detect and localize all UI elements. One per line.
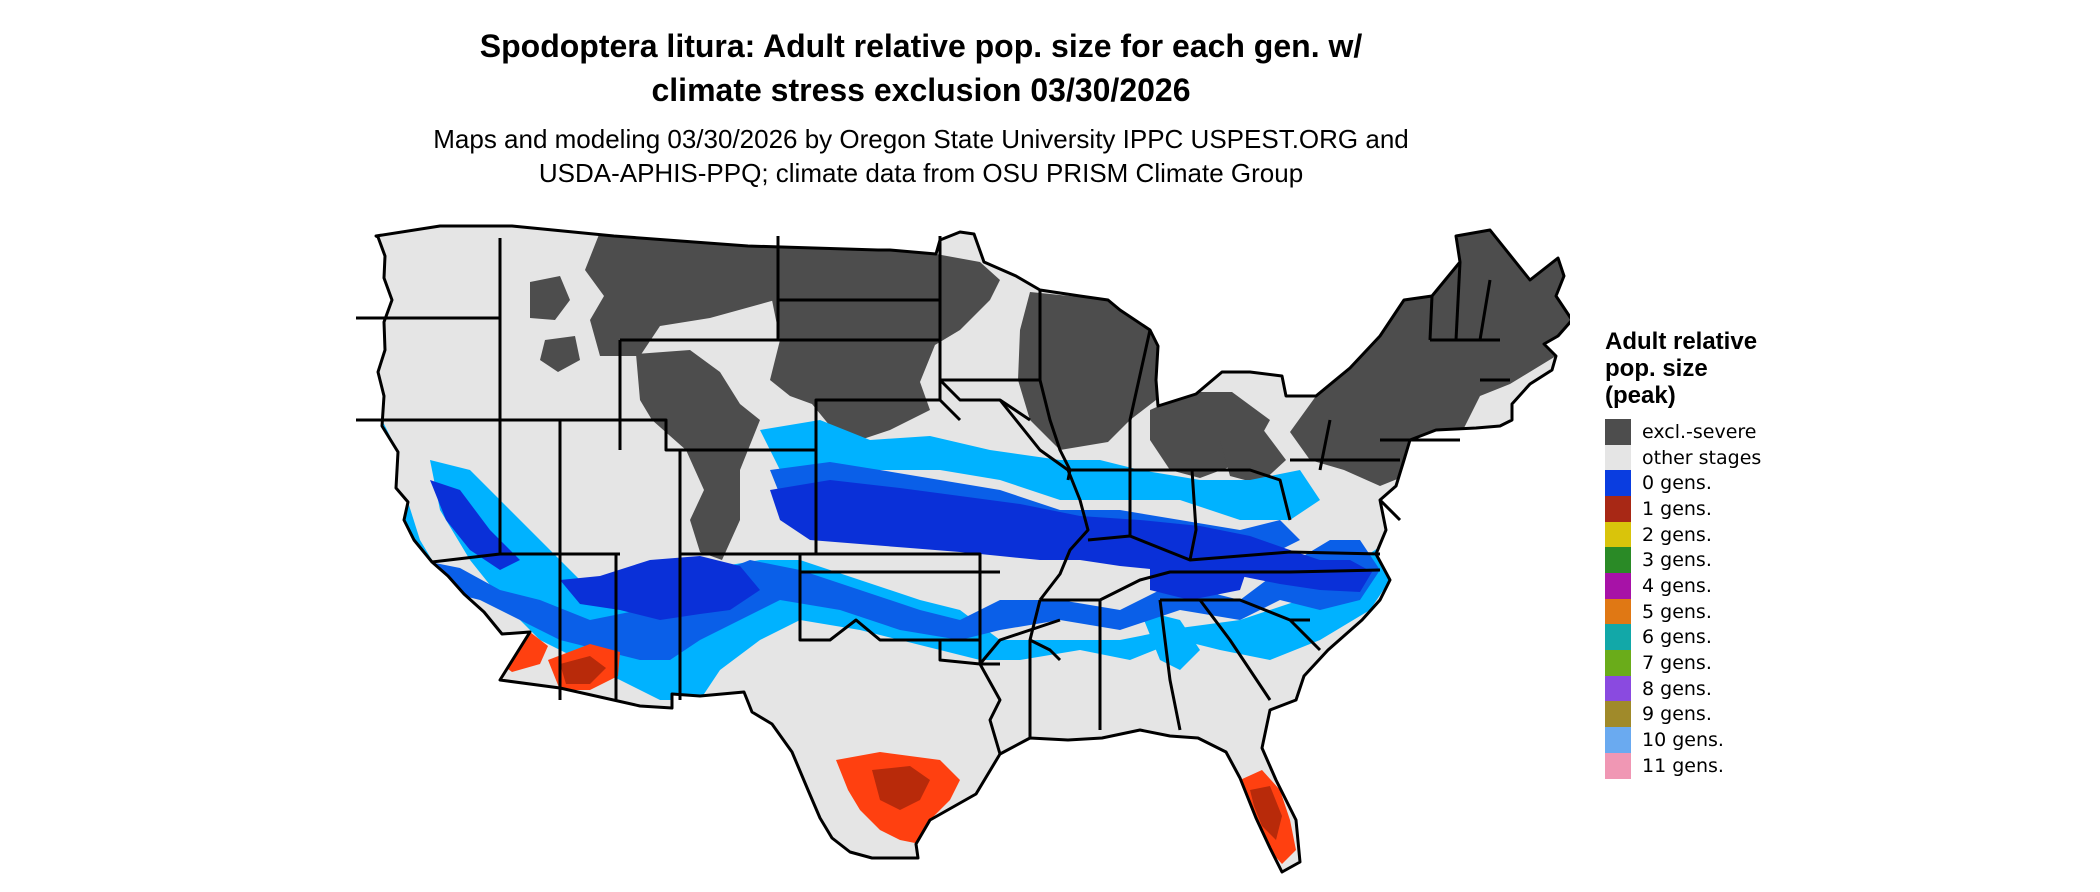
legend-swatch [1605, 470, 1631, 497]
us-map [356, 224, 1570, 874]
excluded-zones [530, 230, 1570, 560]
legend-item: 8 gens. [1605, 675, 1865, 702]
legend-item: 9 gens. [1605, 701, 1865, 728]
legend-item: 10 gens. [1605, 727, 1865, 754]
zero-gen-dark-zone [430, 480, 1372, 620]
legend-label: 0 gens. [1642, 472, 1712, 495]
legend-swatch [1605, 727, 1631, 754]
legend-label: excl.-severe [1642, 420, 1757, 443]
legend-swatch [1605, 624, 1631, 651]
one-gen-zones [496, 632, 1296, 864]
legend-swatch [1605, 495, 1631, 522]
legend-label: 1 gens. [1642, 497, 1712, 520]
legend-item: 4 gens. [1605, 572, 1865, 599]
legend-label: 3 gens. [1642, 549, 1712, 572]
legend-swatch [1605, 598, 1631, 625]
legend-item: excl.-severe [1605, 418, 1865, 445]
chart-title: Spodoptera litura: Adult relative pop. s… [479, 28, 1363, 108]
legend-item: 3 gens. [1605, 547, 1865, 574]
legend-title: Adult relative pop. size (peak) [1605, 328, 1758, 409]
legend-swatch [1605, 650, 1631, 677]
legend-label: 5 gens. [1642, 600, 1712, 623]
legend-label: 10 gens. [1642, 729, 1724, 752]
chart-subtitle: Maps and modeling 03/30/2026 by Oregon S… [433, 124, 1409, 188]
legend-label: 2 gens. [1642, 523, 1712, 546]
legend-item: other stages [1605, 444, 1865, 471]
legend-swatch [1605, 521, 1631, 548]
legend: Adult relative pop. size (peak) excl.-se… [1605, 328, 1865, 779]
legend-label: 4 gens. [1642, 574, 1712, 597]
legend-item: 0 gens. [1605, 470, 1865, 497]
legend-item: 6 gens. [1605, 624, 1865, 651]
legend-swatch [1605, 572, 1631, 599]
legend-item: 2 gens. [1605, 521, 1865, 548]
legend-label: 6 gens. [1642, 626, 1712, 649]
legend-swatch [1605, 444, 1631, 471]
legend-swatch [1605, 752, 1631, 779]
state-borders [356, 224, 1570, 874]
legend-swatch [1605, 675, 1631, 702]
legend-label: 11 gens. [1642, 754, 1724, 777]
legend-label: other stages [1642, 446, 1762, 469]
legend-swatch [1605, 701, 1631, 728]
legend-item: 11 gens. [1605, 752, 1865, 779]
legend-label: 7 gens. [1642, 652, 1712, 675]
legend-swatch [1605, 547, 1631, 574]
legend-item: 1 gens. [1605, 495, 1865, 522]
legend-label: 9 gens. [1642, 703, 1712, 726]
legend-item: 5 gens. [1605, 598, 1865, 625]
legend-item: 7 gens. [1605, 650, 1865, 677]
legend-items: excl.-severe other stages 0 gens. 1 gens… [1605, 418, 1865, 779]
legend-swatch [1605, 418, 1631, 445]
legend-label: 8 gens. [1642, 677, 1712, 700]
